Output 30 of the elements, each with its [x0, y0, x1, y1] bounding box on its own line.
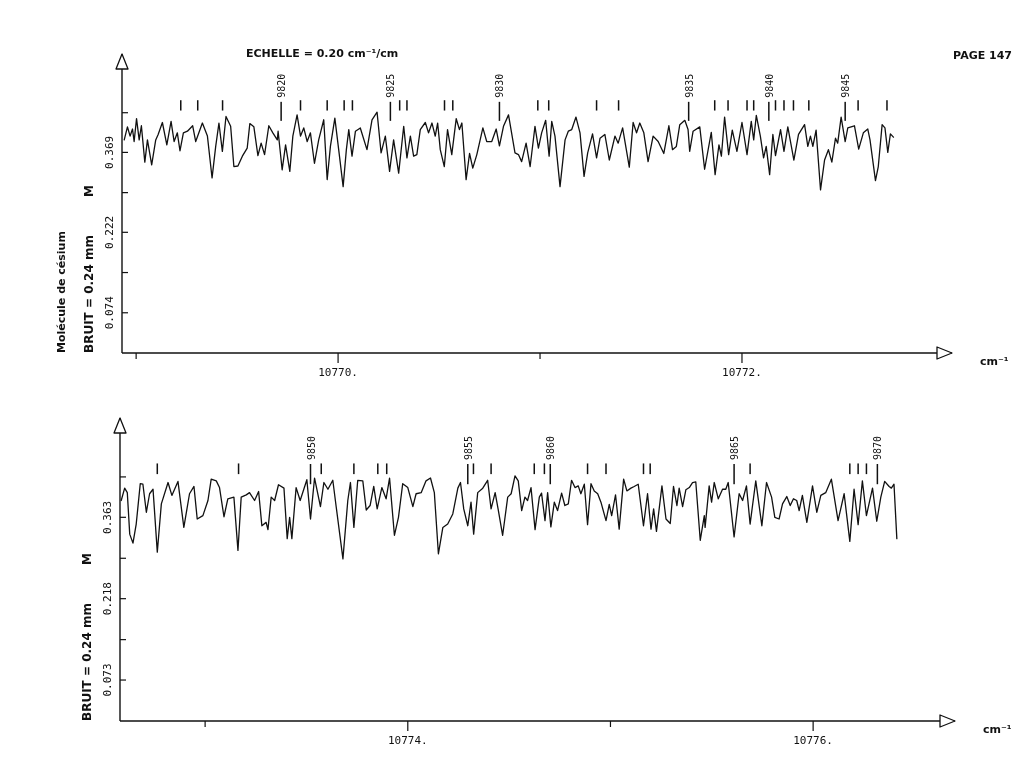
x-tick-label: 10774. [387, 734, 428, 747]
y-tick-label: 0.222 [102, 215, 116, 249]
y-axis-title: BRUIT = 0.24 mm [82, 235, 96, 353]
y-tick-label: 0.218 [100, 582, 114, 616]
annotation: 9850 [305, 435, 317, 461]
annotation: 9855 [462, 435, 474, 461]
y-tick-label: 0.363 [100, 500, 114, 534]
x-tick-label: 10770. [318, 366, 358, 379]
y-tick-label: 0.073 [100, 663, 114, 697]
annotation: 9820 [275, 73, 287, 98]
annotation: 9870 [871, 435, 883, 461]
x-axis-title: cm⁻¹ [980, 355, 1009, 368]
annotation: 9825 [384, 73, 396, 98]
annotation: 9835 [683, 73, 695, 98]
text: M [82, 185, 96, 197]
x-tick-label: 10776. [793, 734, 834, 747]
text: M [80, 553, 94, 565]
y-tick-label: 0.074 [102, 295, 116, 330]
annotation: 9865 [728, 435, 740, 461]
y-tick-label: 0.369 [102, 135, 116, 169]
annotation: 9860 [544, 435, 556, 461]
chart-title: ECHELLE = 0.20 cm⁻¹/cm [246, 47, 399, 60]
text: Molécule de césium [54, 231, 68, 353]
text: PAGE 147 [953, 49, 1012, 62]
x-axis-title: cm⁻¹ [983, 723, 1012, 736]
y-axis-title: BRUIT = 0.24 mm [80, 603, 94, 721]
annotation: 9840 [763, 73, 775, 98]
annotation: 9845 [839, 73, 851, 98]
x-tick-label: 10772. [722, 366, 762, 379]
annotation: 9830 [493, 73, 505, 98]
